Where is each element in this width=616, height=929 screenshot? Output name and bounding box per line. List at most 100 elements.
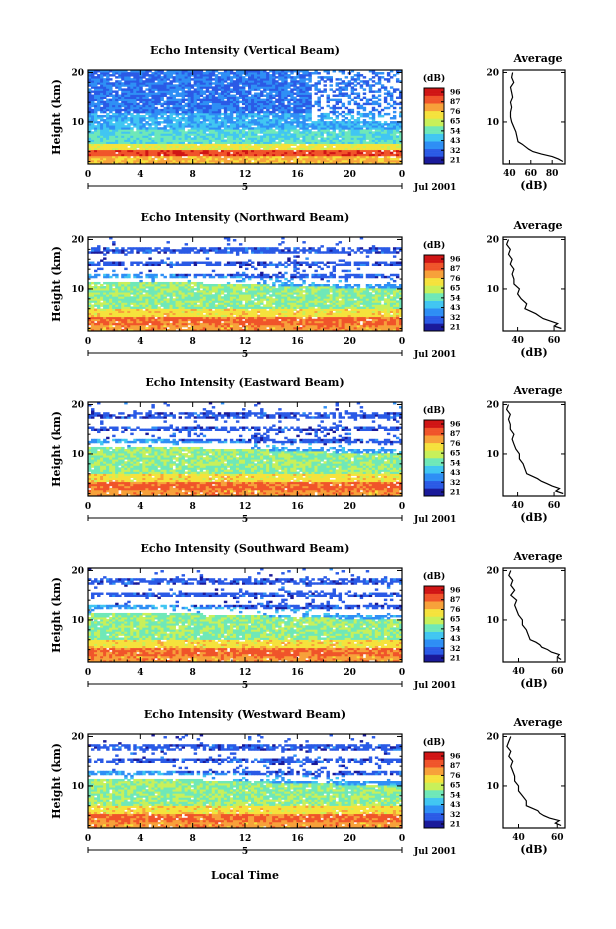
- heatmap-cell: [205, 127, 210, 130]
- heatmap-cell: [100, 114, 104, 118]
- heatmap-cell: [272, 129, 276, 132]
- heatmap-cell: [266, 137, 270, 140]
- heatmap-cell: [211, 143, 216, 147]
- heatmap-cell: [386, 92, 391, 95]
- heatmap-cell: [136, 106, 140, 110]
- heatmap-cell: [163, 310, 167, 314]
- heatmap-cell: [109, 308, 113, 311]
- heatmap-cell: [284, 155, 288, 159]
- heatmap-cell: [260, 129, 264, 132]
- heatmap-cell: [91, 76, 95, 79]
- heatmap-cell: [154, 284, 158, 287]
- heatmap-cell: [154, 129, 158, 132]
- heatmap-cell: [257, 92, 261, 95]
- heatmap-cell: [151, 139, 155, 142]
- heatmap-cell: [251, 161, 255, 164]
- heatmap-cell: [88, 302, 92, 305]
- heatmap-cell: [389, 137, 394, 140]
- heatmap-cell: [347, 151, 352, 155]
- heatmap-cell: [232, 151, 237, 155]
- heatmap-cell: [148, 145, 152, 149]
- heatmap-cell: [142, 133, 146, 136]
- heatmap-cell: [112, 153, 116, 157]
- heatmap-cell: [353, 96, 358, 100]
- heatmap-cell: [130, 133, 134, 136]
- heatmap-cell: [91, 281, 95, 285]
- heatmap-cell: [299, 155, 303, 159]
- heatmap-cell: [118, 94, 122, 97]
- heatmap-cell: [145, 296, 149, 299]
- heatmap-cell: [275, 106, 279, 110]
- heatmap-cell: [217, 135, 222, 138]
- heatmap-cell: [272, 135, 276, 138]
- heatmap-cell: [175, 110, 179, 114]
- heatmap-cell: [374, 121, 379, 124]
- heatmap-cell: [232, 117, 237, 120]
- heatmap-cell: [127, 316, 131, 320]
- heatmap-cell: [254, 139, 258, 142]
- heatmap-cell: [169, 298, 173, 301]
- heatmap-cell: [260, 135, 264, 138]
- heatmap-cell: [160, 322, 164, 326]
- heatmap-cell: [160, 292, 164, 295]
- heatmap-cell: [181, 161, 186, 164]
- colorbar-swatch: [424, 134, 444, 137]
- heatmap-cell: [299, 127, 303, 130]
- heatmap-cell: [296, 92, 300, 95]
- heatmap-cell: [103, 139, 107, 142]
- heatmap-cell: [148, 298, 152, 301]
- heatmap-cell: [263, 131, 267, 134]
- heatmap-cell: [263, 143, 267, 147]
- heatmap-cell: [266, 159, 270, 163]
- heatmap-cell: [142, 90, 146, 93]
- heatmap-cell: [362, 155, 367, 159]
- heatmap-cell: [214, 100, 219, 104]
- heatmap-cell: [235, 78, 240, 81]
- heatmap-cell: [94, 294, 98, 297]
- heatmap-cell: [139, 141, 143, 144]
- heatmap-cell: [94, 326, 98, 330]
- heatmap-cell: [205, 117, 210, 120]
- heatmap-cell: [91, 151, 95, 155]
- heatmap-cell: [124, 92, 128, 95]
- heatmap-cell: [371, 149, 376, 153]
- heatmap-cell: [187, 74, 192, 77]
- heatmap-cell: [205, 98, 210, 102]
- heatmap-cell: [100, 290, 104, 293]
- heatmap-cell: [208, 131, 213, 134]
- heatmap-cell: [326, 70, 330, 73]
- heatmap-cell: [88, 316, 92, 320]
- heatmap-cell: [88, 294, 92, 297]
- heatmap-cell: [94, 273, 98, 277]
- heatmap-cell: [121, 151, 125, 155]
- heatmap-cell: [386, 139, 391, 142]
- heatmap-cell: [115, 92, 119, 95]
- heatmap-cell: [365, 127, 370, 130]
- heatmap-cell: [139, 310, 143, 314]
- heatmap-cell: [232, 159, 237, 163]
- heatmap-cell: [329, 80, 333, 83]
- heatmap-cell: [178, 82, 182, 85]
- heatmap-cell: [100, 106, 104, 110]
- heatmap-cell: [272, 106, 276, 110]
- heatmap-cell: [172, 72, 176, 75]
- heatmap-cell: [157, 320, 161, 324]
- heatmap-cell: [338, 131, 343, 134]
- heatmap-cell: [257, 88, 261, 91]
- heatmap-cell: [229, 139, 234, 142]
- heatmap-cell: [118, 141, 122, 144]
- heatmap-cell: [329, 76, 333, 79]
- heatmap-cell: [109, 127, 113, 130]
- heatmap-cell: [235, 76, 240, 79]
- heatmap-cell: [254, 133, 258, 136]
- heatmap-cell: [94, 161, 98, 164]
- heatmap-cell: [100, 102, 104, 106]
- heatmap-cell: [362, 112, 367, 116]
- heatmap-cell: [223, 141, 228, 144]
- heatmap-cell: [124, 145, 128, 149]
- heatmap-cell: [383, 106, 388, 110]
- heatmap-cell: [335, 137, 339, 140]
- heatmap-cell: [347, 82, 352, 85]
- heatmap-cell: [88, 296, 92, 299]
- heatmap-cell: [217, 143, 222, 147]
